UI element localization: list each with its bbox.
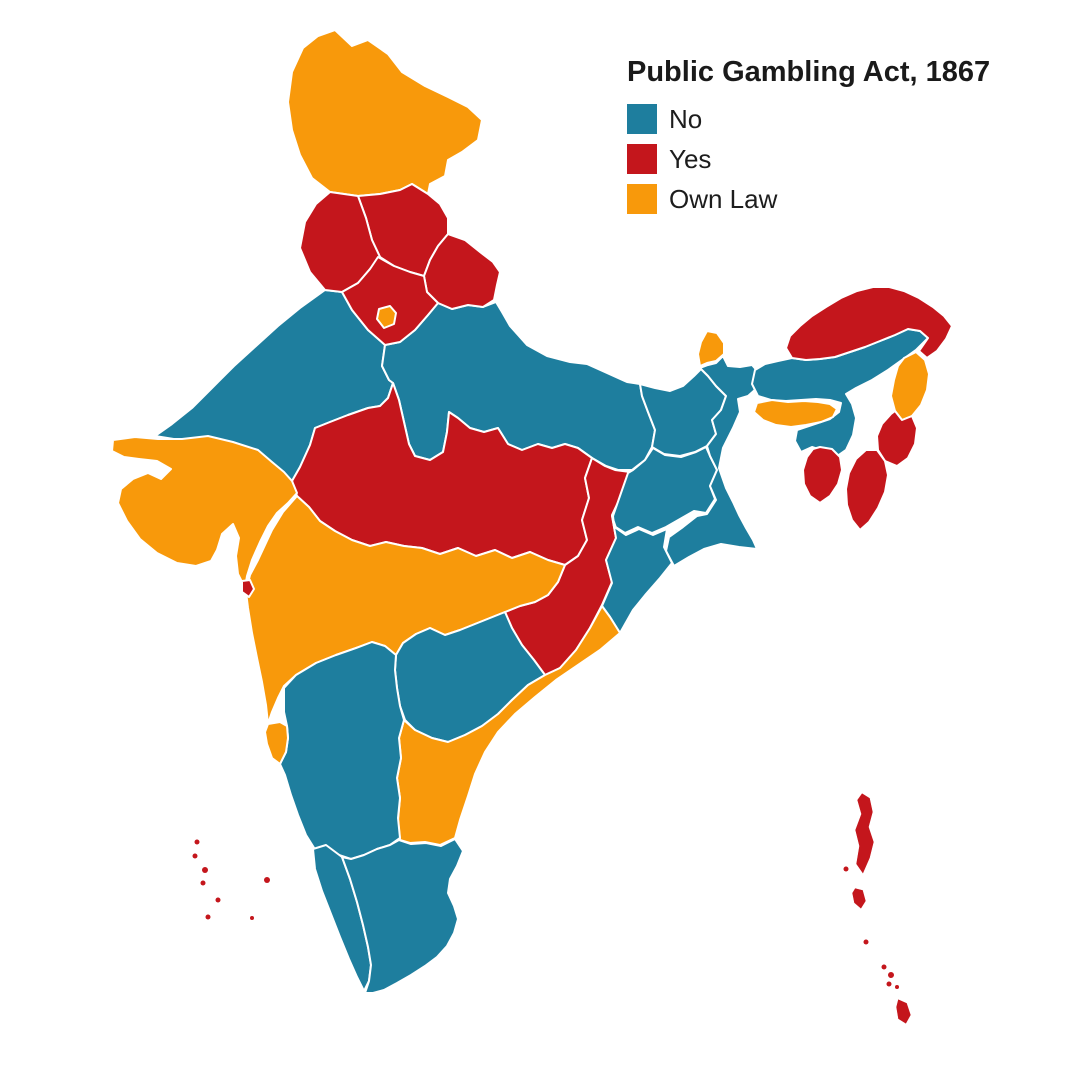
legend-item-yes: Yes <box>627 144 990 174</box>
legend-label-no: No <box>669 104 703 134</box>
legend-swatch-no <box>627 104 657 134</box>
state-gujarat[interactable] <box>111 435 298 589</box>
legend-title: Public Gambling Act, 1867 <box>627 56 991 88</box>
state-tripura[interactable] <box>802 446 843 504</box>
island-lakshadweep-2[interactable] <box>192 853 198 859</box>
state-andaman-middle[interactable] <box>851 887 867 910</box>
state-goa[interactable] <box>264 721 289 765</box>
state-haryana[interactable] <box>341 256 439 346</box>
legend-item-own-law: Own Law <box>627 184 990 214</box>
state-andaman-north[interactable] <box>854 792 875 875</box>
state-manipur[interactable] <box>876 410 918 467</box>
island-nicobar-islet-4[interactable] <box>895 985 899 989</box>
state-meghalaya[interactable] <box>753 399 838 428</box>
state-arunachal-pradesh[interactable] <box>785 286 953 361</box>
state-mizoram[interactable] <box>845 449 889 531</box>
state-sikkim[interactable] <box>697 330 725 367</box>
state-uttarakhand[interactable] <box>423 233 501 310</box>
island-lakshadweep-4[interactable] <box>200 880 206 886</box>
island-nicobar-islet-2[interactable] <box>888 972 894 978</box>
island-lakshadweep-3[interactable] <box>202 867 208 873</box>
legend-item-no: No <box>627 104 990 134</box>
legend-label-own-law: Own Law <box>669 184 778 214</box>
island-andaman-islet-1[interactable] <box>843 866 849 872</box>
island-lakshadweep-6[interactable] <box>215 897 221 903</box>
island-lakshadweep-7[interactable] <box>205 914 211 920</box>
legend-swatch-yes <box>627 144 657 174</box>
legend: Public Gambling Act, 1867 No Yes Own Law <box>627 56 990 224</box>
state-nicobar-south[interactable] <box>895 998 912 1025</box>
legend-label-yes: Yes <box>669 144 712 174</box>
island-nicobar-islet-1[interactable] <box>881 964 887 970</box>
island-andaman-islet-2[interactable] <box>863 939 869 945</box>
island-nicobar-islet-3[interactable] <box>886 981 892 987</box>
state-tamil-nadu[interactable] <box>341 838 464 994</box>
island-lakshadweep-8[interactable] <box>250 916 254 920</box>
state-daman-and-diu[interactable] <box>241 579 255 598</box>
state-karnataka[interactable] <box>279 641 405 860</box>
state-delhi[interactable] <box>376 305 397 329</box>
state-jammu-and-kashmir[interactable] <box>287 29 483 197</box>
state-odisha[interactable] <box>601 515 673 634</box>
island-lakshadweep-5[interactable] <box>264 877 270 883</box>
island-lakshadweep-1[interactable] <box>194 839 200 845</box>
state-uttar-pradesh[interactable] <box>381 301 656 471</box>
legend-swatch-own-law <box>627 184 657 214</box>
